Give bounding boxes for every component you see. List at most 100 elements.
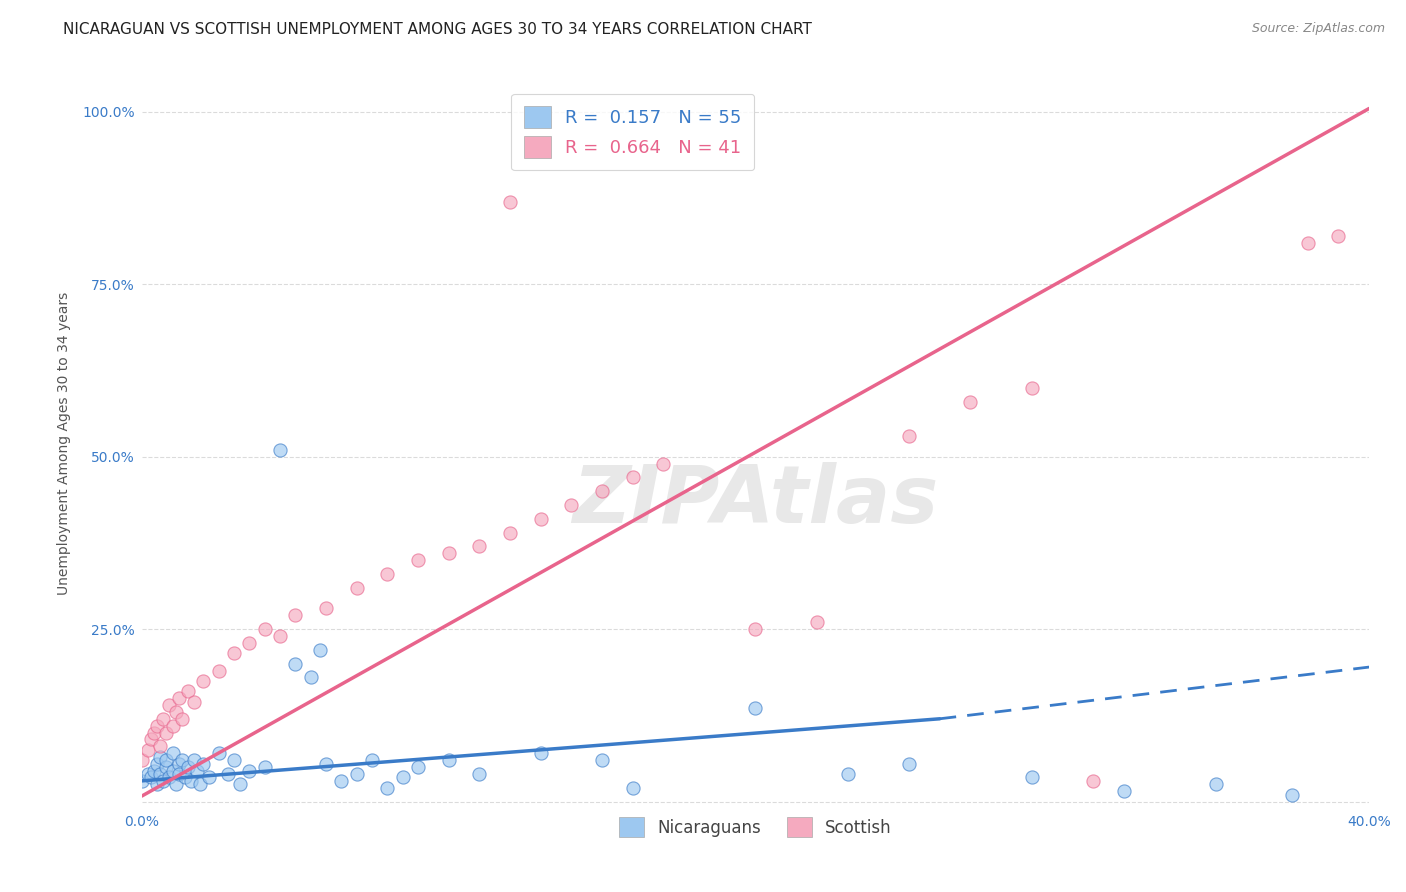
Point — [499, 194, 522, 209]
Point — [437, 753, 460, 767]
Point — [165, 705, 187, 719]
Point — [330, 773, 353, 788]
Point — [198, 771, 221, 785]
Point — [1296, 235, 1319, 250]
Point — [837, 767, 859, 781]
Point — [152, 712, 174, 726]
Point — [269, 442, 291, 457]
Point — [468, 767, 491, 781]
Point — [136, 743, 159, 757]
Point — [162, 746, 184, 760]
Point — [437, 546, 460, 560]
Point — [139, 732, 162, 747]
Point — [193, 673, 215, 688]
Point — [315, 756, 337, 771]
Point — [167, 767, 190, 781]
Point — [146, 719, 169, 733]
Point — [299, 670, 322, 684]
Point — [308, 643, 330, 657]
Point — [530, 746, 553, 760]
Point — [155, 760, 177, 774]
Text: Source: ZipAtlas.com: Source: ZipAtlas.com — [1251, 22, 1385, 36]
Point — [560, 498, 582, 512]
Point — [468, 540, 491, 554]
Point — [149, 739, 172, 754]
Point — [1021, 381, 1043, 395]
Point — [159, 698, 181, 712]
Point — [361, 753, 384, 767]
Point — [146, 756, 169, 771]
Point — [1327, 229, 1350, 244]
Point — [159, 771, 181, 785]
Y-axis label: Unemployment Among Ages 30 to 34 years: Unemployment Among Ages 30 to 34 years — [58, 292, 72, 595]
Point — [183, 694, 205, 708]
Point — [177, 760, 200, 774]
Point — [180, 773, 202, 788]
Point — [652, 457, 675, 471]
Point — [167, 756, 190, 771]
Point — [959, 394, 981, 409]
Point — [391, 771, 413, 785]
Point — [139, 771, 162, 785]
Text: ZIPAtlas: ZIPAtlas — [572, 462, 939, 541]
Point — [131, 773, 153, 788]
Point — [744, 622, 766, 636]
Point — [222, 753, 245, 767]
Point — [499, 525, 522, 540]
Point — [155, 753, 177, 767]
Point — [315, 601, 337, 615]
Point — [217, 767, 239, 781]
Point — [406, 553, 429, 567]
Point — [238, 636, 260, 650]
Point — [621, 470, 644, 484]
Legend: Nicaraguans, Scottish: Nicaraguans, Scottish — [613, 810, 898, 844]
Point — [183, 753, 205, 767]
Point — [375, 780, 398, 795]
Point — [1081, 773, 1104, 788]
Point — [1205, 777, 1227, 791]
Point — [188, 777, 211, 791]
Point — [207, 664, 229, 678]
Point — [170, 712, 193, 726]
Point — [284, 608, 307, 623]
Point — [165, 777, 187, 791]
Point — [621, 780, 644, 795]
Point — [253, 622, 276, 636]
Point — [897, 429, 920, 443]
Point — [1112, 784, 1135, 798]
Point — [375, 566, 398, 581]
Point — [162, 764, 184, 778]
Point — [806, 615, 828, 630]
Point — [229, 777, 252, 791]
Point — [162, 719, 184, 733]
Point — [152, 773, 174, 788]
Point — [897, 756, 920, 771]
Point — [591, 753, 613, 767]
Point — [186, 764, 208, 778]
Point — [346, 767, 368, 781]
Point — [238, 764, 260, 778]
Point — [136, 767, 159, 781]
Point — [149, 767, 172, 781]
Point — [173, 771, 195, 785]
Text: NICARAGUAN VS SCOTTISH UNEMPLOYMENT AMONG AGES 30 TO 34 YEARS CORRELATION CHART: NICARAGUAN VS SCOTTISH UNEMPLOYMENT AMON… — [63, 22, 813, 37]
Point — [143, 725, 166, 739]
Point — [346, 581, 368, 595]
Point — [530, 512, 553, 526]
Point — [1281, 788, 1303, 802]
Point — [146, 777, 169, 791]
Point — [193, 756, 215, 771]
Point — [167, 691, 190, 706]
Point — [222, 646, 245, 660]
Point — [207, 746, 229, 760]
Point — [149, 749, 172, 764]
Point — [744, 701, 766, 715]
Point — [1021, 771, 1043, 785]
Point — [177, 684, 200, 698]
Point — [131, 753, 153, 767]
Point — [155, 725, 177, 739]
Point — [284, 657, 307, 671]
Point — [143, 764, 166, 778]
Point — [269, 629, 291, 643]
Point — [253, 760, 276, 774]
